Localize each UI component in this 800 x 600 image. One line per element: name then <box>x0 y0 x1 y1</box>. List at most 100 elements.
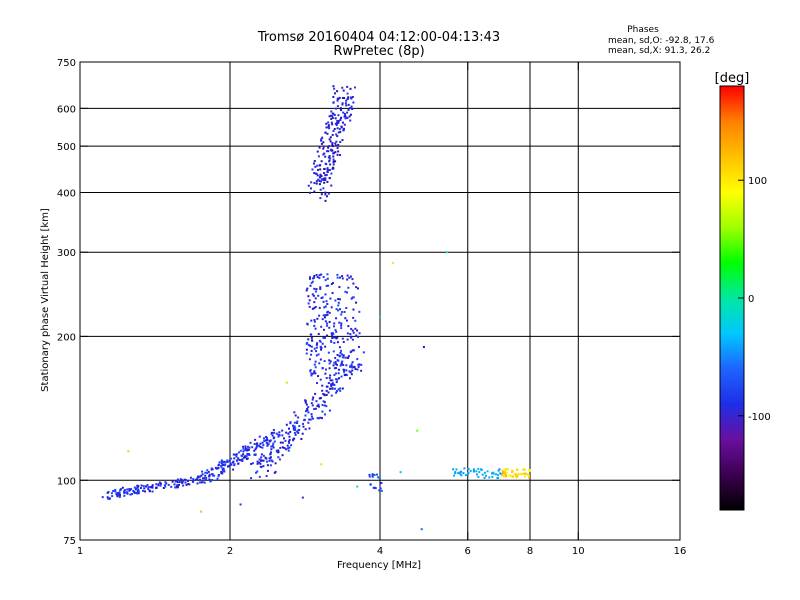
data-point <box>308 299 311 302</box>
data-point <box>143 487 146 490</box>
data-point <box>339 130 342 133</box>
data-point <box>200 474 203 477</box>
data-point <box>208 474 211 477</box>
data-point <box>314 360 317 363</box>
data-point <box>332 364 335 367</box>
data-point <box>319 340 322 343</box>
data-point <box>325 300 328 303</box>
data-point <box>313 320 316 323</box>
data-point <box>350 105 353 108</box>
data-point <box>324 320 327 323</box>
data-point <box>331 379 334 382</box>
data-point <box>322 328 325 331</box>
data-point <box>319 173 322 176</box>
data-point <box>330 172 333 175</box>
data-point <box>348 276 351 279</box>
data-point <box>217 475 220 478</box>
data-point <box>184 478 187 481</box>
data-point <box>374 487 377 490</box>
data-point <box>328 138 331 141</box>
data-point <box>306 322 309 325</box>
data-point <box>358 363 361 366</box>
data-point <box>321 296 324 299</box>
data-point <box>265 474 268 477</box>
data-point <box>301 432 304 435</box>
data-point <box>151 485 154 488</box>
y-tick-label: 400 <box>57 188 76 199</box>
data-point <box>310 339 313 342</box>
data-point <box>331 123 334 126</box>
data-point <box>244 449 247 452</box>
data-point <box>333 336 336 339</box>
data-point <box>351 329 354 332</box>
data-point <box>340 361 343 364</box>
data-point <box>181 480 184 483</box>
data-point <box>316 317 319 320</box>
data-point <box>312 396 315 399</box>
data-point <box>256 460 259 463</box>
data-point <box>318 362 321 365</box>
data-point <box>345 373 348 376</box>
data-point <box>261 446 264 449</box>
data-point <box>348 377 351 380</box>
data-point <box>369 483 372 486</box>
data-point <box>163 484 166 487</box>
data-point <box>339 387 342 390</box>
data-point <box>346 85 349 88</box>
data-point <box>255 443 258 446</box>
data-point <box>318 180 321 183</box>
data-point <box>248 453 251 456</box>
data-point <box>467 468 470 471</box>
data-point <box>330 117 333 120</box>
data-point <box>108 497 111 500</box>
data-point <box>256 462 259 465</box>
data-point <box>293 411 296 414</box>
data-point <box>524 472 527 475</box>
data-point <box>510 474 513 477</box>
data-point <box>137 485 140 488</box>
data-point <box>475 470 478 473</box>
data-point <box>310 415 313 418</box>
data-point <box>204 477 207 480</box>
data-point <box>352 331 355 334</box>
colorbar-tick-label: 100 <box>748 176 767 187</box>
stats-line-x: mean, sd,X: 91.3, 26.2 <box>608 46 710 56</box>
data-point <box>273 471 276 474</box>
data-point <box>332 145 335 148</box>
data-point <box>308 305 311 308</box>
data-point <box>350 373 353 376</box>
data-point <box>456 472 459 475</box>
data-point <box>249 441 252 444</box>
data-point <box>323 413 326 416</box>
data-point <box>106 496 109 499</box>
data-point <box>307 421 310 424</box>
data-point <box>336 378 339 381</box>
y-tick-label: 75 <box>63 536 76 547</box>
data-point <box>339 154 342 157</box>
data-point <box>324 293 327 296</box>
data-point <box>269 457 272 460</box>
data-point <box>511 470 514 473</box>
data-point <box>151 484 154 487</box>
data-point <box>503 472 506 475</box>
data-point <box>277 434 280 437</box>
data-point <box>320 175 323 178</box>
data-point <box>284 439 287 442</box>
data-point <box>309 370 312 373</box>
data-point <box>320 273 323 276</box>
data-point <box>137 492 140 495</box>
data-point <box>335 317 338 320</box>
data-point <box>285 431 288 434</box>
data-point <box>350 97 353 100</box>
data-point <box>334 117 337 120</box>
data-point <box>337 131 340 134</box>
data-point <box>266 464 269 467</box>
data-point <box>338 96 341 99</box>
data-point <box>340 375 343 378</box>
data-point <box>308 191 311 194</box>
data-point <box>347 96 350 99</box>
data-point <box>307 302 310 305</box>
data-point <box>310 413 313 416</box>
data-point <box>111 495 114 498</box>
data-point <box>327 124 330 127</box>
